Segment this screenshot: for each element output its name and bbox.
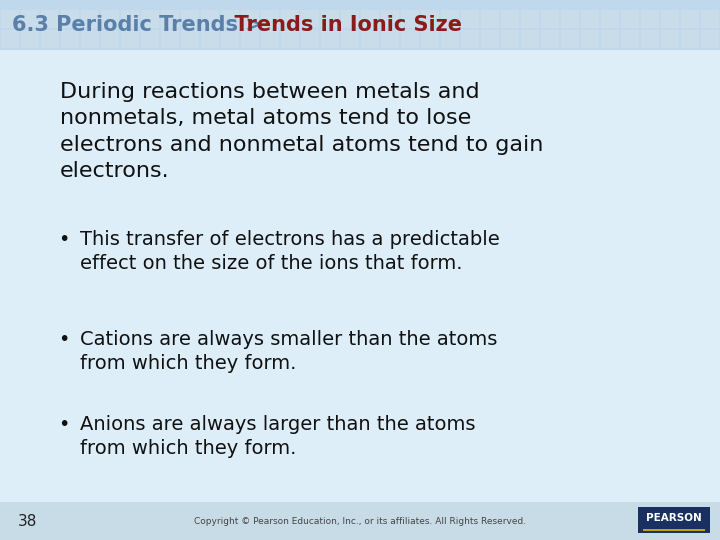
Bar	[0, 0, 720, 50]
Bar	[501, 30, 519, 48]
Bar	[581, 30, 599, 48]
Bar	[261, 10, 279, 28]
Bar	[421, 10, 439, 28]
Bar	[201, 10, 219, 28]
Bar	[241, 10, 259, 28]
Text: •: •	[58, 230, 69, 249]
Bar	[121, 30, 139, 48]
Bar	[381, 10, 399, 28]
Bar	[121, 10, 139, 28]
Bar	[281, 10, 299, 28]
Text: PEARSON: PEARSON	[646, 513, 702, 523]
Bar	[638, 507, 710, 533]
Text: Cations are always smaller than the atoms
from which they form.: Cations are always smaller than the atom…	[80, 330, 498, 373]
Bar	[141, 30, 159, 48]
Text: During reactions between metals and
nonmetals, metal atoms tend to lose
electron: During reactions between metals and nonm…	[60, 82, 544, 181]
Bar	[621, 30, 639, 48]
Bar	[281, 30, 299, 48]
Bar	[661, 30, 679, 48]
Text: •: •	[58, 415, 69, 434]
Bar	[141, 10, 159, 28]
Bar	[601, 30, 619, 48]
Bar	[361, 30, 379, 48]
Bar	[181, 10, 199, 28]
Bar	[561, 10, 579, 28]
Bar	[641, 10, 659, 28]
Bar	[301, 30, 319, 48]
Bar	[481, 30, 499, 48]
Bar	[101, 30, 119, 48]
Bar	[81, 30, 99, 48]
Bar	[401, 10, 419, 28]
Bar	[643, 529, 705, 531]
Text: 6.3 Periodic Trends >: 6.3 Periodic Trends >	[12, 15, 263, 35]
Bar	[561, 30, 579, 48]
Bar	[1, 30, 19, 48]
Bar	[1, 10, 19, 28]
Bar	[41, 30, 59, 48]
Bar	[0, 502, 720, 540]
Bar	[621, 10, 639, 28]
Bar	[261, 30, 279, 48]
Bar	[681, 30, 699, 48]
Bar	[421, 30, 439, 48]
Bar	[361, 10, 379, 28]
Bar	[521, 30, 539, 48]
Text: 38: 38	[18, 514, 37, 529]
Bar	[461, 30, 479, 48]
Bar	[21, 10, 39, 28]
Bar	[441, 30, 459, 48]
Bar	[41, 10, 59, 28]
Bar	[161, 10, 179, 28]
Bar	[701, 10, 719, 28]
Text: Anions are always larger than the atoms
from which they form.: Anions are always larger than the atoms …	[80, 415, 475, 458]
Bar	[321, 10, 339, 28]
Bar	[301, 10, 319, 28]
Bar	[481, 10, 499, 28]
Bar	[101, 10, 119, 28]
Bar	[521, 10, 539, 28]
Bar	[241, 30, 259, 48]
Bar	[201, 30, 219, 48]
Bar	[21, 30, 39, 48]
Text: •: •	[58, 330, 69, 349]
Bar	[701, 30, 719, 48]
Bar	[81, 10, 99, 28]
Bar	[401, 30, 419, 48]
Bar	[501, 10, 519, 28]
Bar	[221, 30, 239, 48]
Bar	[61, 30, 79, 48]
Bar	[681, 10, 699, 28]
Bar	[661, 10, 679, 28]
Text: Copyright © Pearson Education, Inc., or its affiliates. All Rights Reserved.: Copyright © Pearson Education, Inc., or …	[194, 516, 526, 525]
Bar	[61, 10, 79, 28]
Bar	[581, 10, 599, 28]
Bar	[541, 30, 559, 48]
Bar	[441, 10, 459, 28]
Bar	[161, 30, 179, 48]
Bar	[181, 30, 199, 48]
Text: This transfer of electrons has a predictable
effect on the size of the ions that: This transfer of electrons has a predict…	[80, 230, 500, 273]
Bar	[381, 30, 399, 48]
Bar	[221, 10, 239, 28]
Bar	[461, 10, 479, 28]
Bar	[341, 10, 359, 28]
Bar	[541, 10, 559, 28]
Bar	[601, 10, 619, 28]
Bar	[641, 30, 659, 48]
Text: Trends in Ionic Size: Trends in Ionic Size	[220, 15, 462, 35]
Bar	[321, 30, 339, 48]
Bar	[341, 30, 359, 48]
